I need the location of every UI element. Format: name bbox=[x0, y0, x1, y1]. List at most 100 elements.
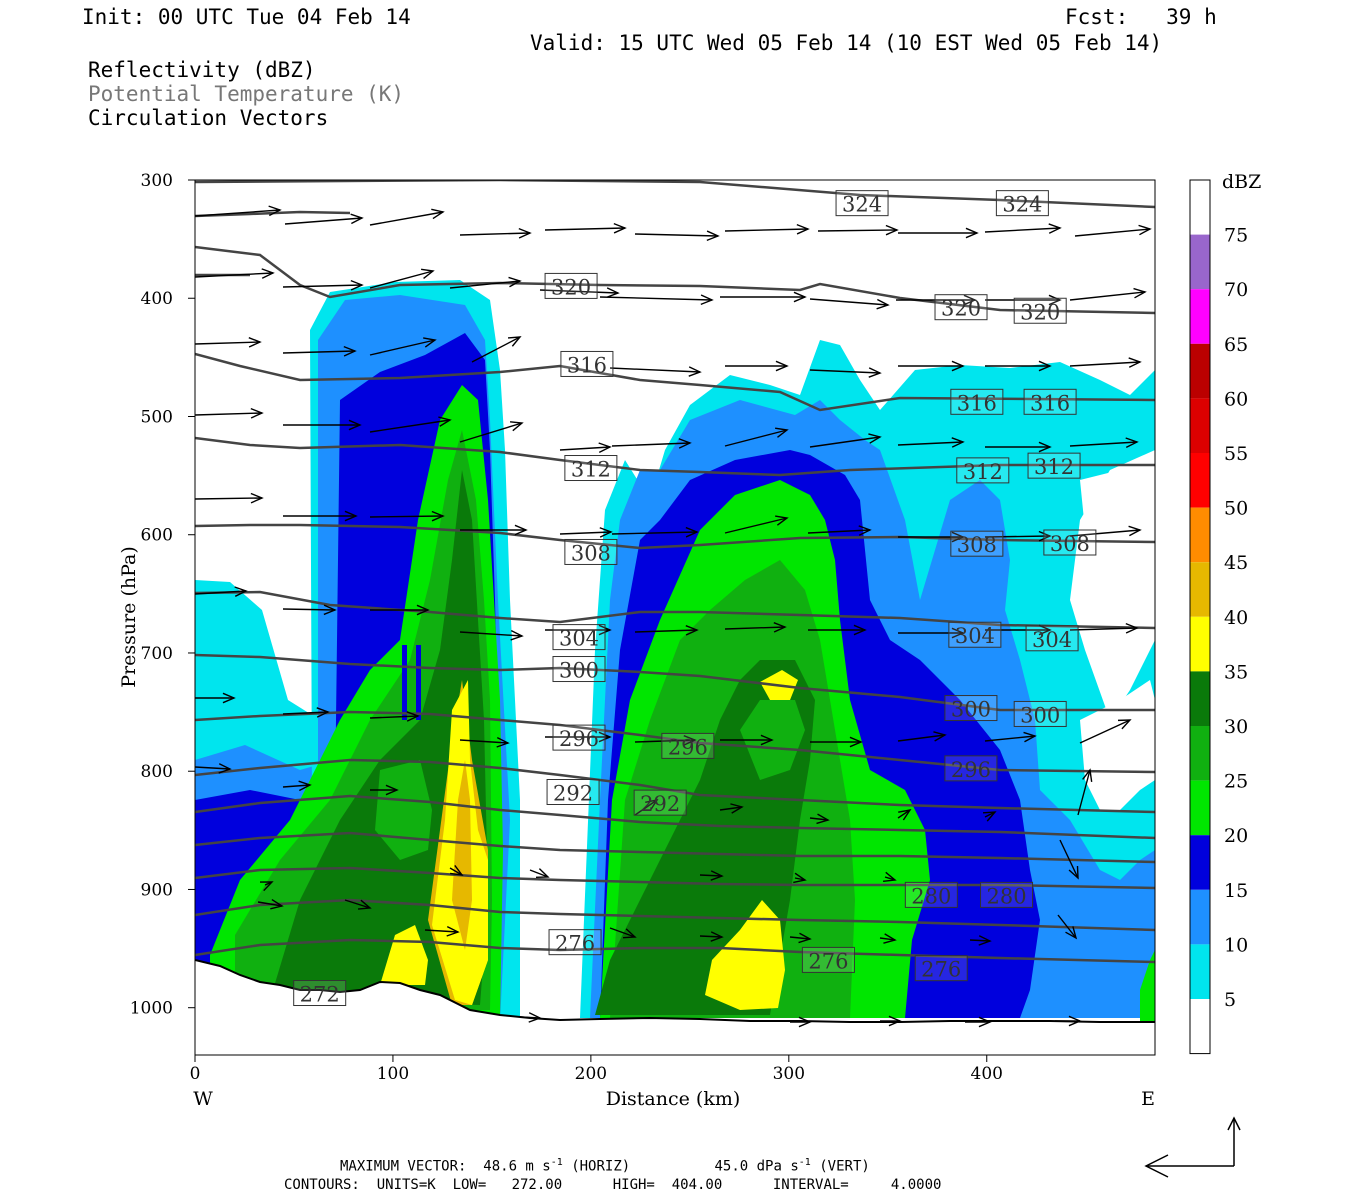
vector-shaft bbox=[634, 799, 658, 816]
vector-head bbox=[1068, 865, 1079, 880]
theta-label: 308 bbox=[564, 538, 618, 565]
circulation-vector bbox=[195, 763, 232, 774]
theta-label: 272 bbox=[293, 980, 347, 1007]
circulation-vector bbox=[369, 337, 437, 356]
circulation-vector bbox=[984, 530, 1052, 542]
vector-head bbox=[868, 367, 882, 378]
vector-shaft bbox=[879, 937, 896, 941]
vector-shaft bbox=[984, 811, 996, 818]
circulation-vector bbox=[282, 604, 337, 616]
theta-label-box bbox=[552, 724, 606, 751]
circulation-vector bbox=[282, 345, 357, 357]
theta-label-text: 300 bbox=[951, 698, 991, 722]
circulation-vector bbox=[807, 525, 872, 536]
vector-shaft bbox=[724, 429, 788, 447]
circulation-vector bbox=[897, 809, 912, 821]
vector-head bbox=[344, 510, 358, 522]
theta-label-text: 308 bbox=[957, 533, 997, 557]
vector-shaft bbox=[369, 419, 451, 433]
circulation-vector bbox=[634, 735, 697, 746]
colorbar-cell bbox=[1190, 234, 1210, 290]
theta-label-text: 308 bbox=[571, 541, 611, 565]
vector-head bbox=[978, 935, 992, 946]
theta-label: 312 bbox=[956, 457, 1010, 484]
vector-head bbox=[528, 1012, 542, 1023]
vector-head bbox=[1138, 224, 1152, 236]
theta-label: 296 bbox=[661, 732, 715, 759]
vector-head bbox=[858, 525, 872, 536]
circulation-vector bbox=[460, 524, 528, 536]
vector-shaft bbox=[282, 350, 356, 354]
vector-head bbox=[599, 527, 613, 538]
vector-shaft bbox=[789, 936, 811, 940]
forecast-hour: Fcst: 39 h bbox=[1065, 5, 1217, 29]
vector-head bbox=[688, 366, 702, 377]
y-tick-label: 300 bbox=[141, 171, 173, 191]
circulation-vector bbox=[559, 442, 612, 453]
circulation-vector bbox=[282, 279, 364, 291]
vector-head bbox=[509, 421, 524, 432]
x-axis-label: Distance (km) bbox=[606, 1088, 741, 1110]
circulation-vector bbox=[370, 604, 430, 616]
circulation-vector bbox=[719, 803, 744, 814]
circulation-vector bbox=[808, 624, 867, 636]
circulation-vector bbox=[1069, 623, 1139, 634]
circulation-vector bbox=[195, 205, 282, 217]
vector-head bbox=[357, 899, 372, 910]
theta-label-text: 296 bbox=[951, 758, 991, 782]
vector-head bbox=[796, 223, 810, 235]
circulation-vector bbox=[611, 438, 692, 449]
circulation-vector bbox=[1069, 287, 1147, 301]
vector-head bbox=[250, 408, 264, 419]
circulation-vector bbox=[195, 268, 275, 279]
reference-vector-icon bbox=[1144, 1116, 1241, 1178]
vector-head bbox=[350, 213, 364, 225]
vector-head bbox=[1128, 357, 1142, 368]
vector-head bbox=[416, 604, 430, 616]
vector-head bbox=[885, 224, 899, 236]
vector-head bbox=[1065, 926, 1078, 940]
theta-label-box bbox=[661, 732, 715, 759]
vector-head bbox=[518, 227, 532, 239]
circulation-vector bbox=[793, 872, 807, 884]
vector-shaft bbox=[984, 227, 1061, 233]
circulation-vector bbox=[1057, 914, 1078, 940]
vector-head bbox=[316, 707, 330, 718]
vector-shaft bbox=[809, 369, 881, 374]
circulation-vector bbox=[724, 515, 789, 534]
theta-label-box bbox=[544, 272, 598, 299]
theta-label-text: 320 bbox=[551, 275, 591, 299]
circulation-vector bbox=[809, 433, 882, 448]
vector-shaft bbox=[634, 233, 719, 237]
theta-label-box bbox=[914, 955, 968, 982]
circulation-vector bbox=[544, 222, 627, 234]
theta-label-box bbox=[560, 350, 614, 377]
colorbar-label: 35 bbox=[1224, 661, 1248, 683]
circulation-vector bbox=[369, 208, 445, 226]
theta-label-box bbox=[956, 457, 1010, 484]
colorbar-cell bbox=[1190, 180, 1210, 235]
circulation-vector bbox=[634, 625, 699, 636]
theta-label-box bbox=[546, 779, 600, 805]
theta-label-text: 316 bbox=[1030, 391, 1070, 415]
east-label: E bbox=[1141, 1088, 1155, 1110]
colorbar-label: 25 bbox=[1224, 771, 1248, 793]
circulation-vector bbox=[369, 711, 420, 722]
circulation-vector bbox=[790, 1016, 812, 1028]
vector-shaft bbox=[257, 901, 283, 907]
theta-label-box bbox=[950, 530, 1004, 557]
circulation-vector bbox=[1069, 437, 1139, 448]
circulation-vector bbox=[283, 419, 362, 431]
vector-head bbox=[222, 692, 236, 704]
vector-shaft bbox=[897, 441, 964, 446]
vector-head bbox=[298, 780, 312, 792]
y-tick-label: 400 bbox=[141, 289, 173, 309]
circulation-vector bbox=[1077, 768, 1093, 816]
circulation-vector bbox=[984, 731, 1037, 743]
theta-label-box bbox=[995, 190, 1049, 217]
vector-head bbox=[760, 734, 774, 746]
circulation-vector bbox=[545, 731, 612, 743]
theta-label-box bbox=[1023, 388, 1077, 415]
colorbar-cell bbox=[1190, 780, 1210, 836]
theta-label-text: 296 bbox=[668, 735, 708, 759]
